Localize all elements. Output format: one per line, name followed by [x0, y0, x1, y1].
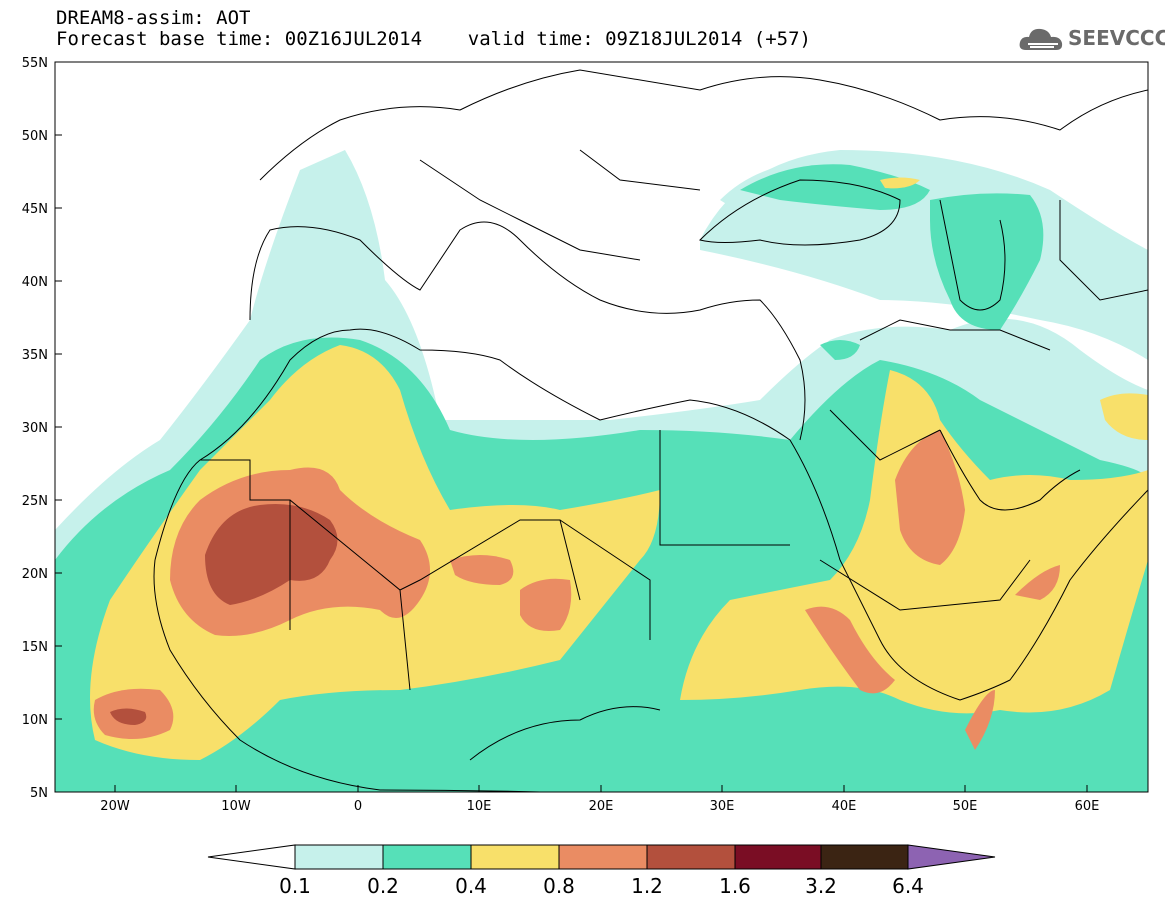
lon-label: 30E — [710, 799, 735, 814]
lat-label: 25N — [22, 494, 48, 509]
lon-label: 20E — [589, 799, 614, 814]
lat-label: 5N — [30, 786, 48, 801]
colorbar-label: 3.2 — [805, 874, 837, 898]
lat-label: 15N — [22, 640, 48, 655]
colorbar-label: 0.4 — [455, 874, 487, 898]
colorbar-segment — [734, 844, 822, 870]
lon-label: 20W — [100, 799, 130, 814]
colorbar-label: 0.2 — [367, 874, 399, 898]
colorbar-label: 0.8 — [543, 874, 575, 898]
colorbar-label: 1.2 — [631, 874, 663, 898]
colorbar — [207, 844, 996, 870]
colorbar-segment — [294, 844, 384, 870]
coastlines — [153, 69, 1148, 792]
lat-label: 55N — [22, 56, 48, 71]
lon-label: 10E — [467, 799, 492, 814]
colorbar-segment — [470, 844, 560, 870]
lat-label: 40N — [22, 275, 48, 290]
lat-label: 30N — [22, 421, 48, 436]
colorbar-label: 6.4 — [892, 874, 924, 898]
lon-label: 10W — [221, 799, 251, 814]
logo-text: SEEVCCC — [1068, 26, 1165, 50]
colorbar-label: 0.1 — [279, 874, 311, 898]
forecast-time-line: Forecast base time: 00Z16JUL2014 valid t… — [56, 28, 811, 50]
colorbar-segment — [820, 844, 909, 870]
colorbar-label: 1.6 — [719, 874, 751, 898]
lon-label: 0 — [354, 799, 362, 814]
lat-label: 10N — [22, 713, 48, 728]
cloud-icon — [1019, 28, 1063, 50]
lat-label: 35N — [22, 348, 48, 363]
lon-label: 50E — [953, 799, 978, 814]
colorbar-arrow-right — [907, 844, 996, 870]
lat-label: 45N — [22, 202, 48, 217]
colorbar-segment — [558, 844, 648, 870]
colorbar-arrow-left — [207, 844, 296, 870]
colorbar-segment — [646, 844, 736, 870]
colorbar-labels: 0.1 0.2 0.4 0.8 1.2 1.6 3.2 6.4 — [279, 874, 924, 898]
lat-label: 50N — [22, 129, 48, 144]
aot-field — [55, 150, 1148, 792]
lon-label: 40E — [832, 799, 857, 814]
lat-label: 20N — [22, 567, 48, 582]
aot-layer-1.2 — [110, 504, 338, 725]
map-title: DREAM8-assim: AOT — [56, 7, 251, 29]
lon-axis: 20W 10W 0 10E 20E 30E 40E 50E 60E — [100, 785, 1099, 814]
lon-label: 60E — [1075, 799, 1100, 814]
colorbar-segment — [382, 844, 472, 870]
lat-axis: 55N 50N 45N 40N 35N 30N 25N 20N 15N 10N … — [22, 56, 62, 801]
